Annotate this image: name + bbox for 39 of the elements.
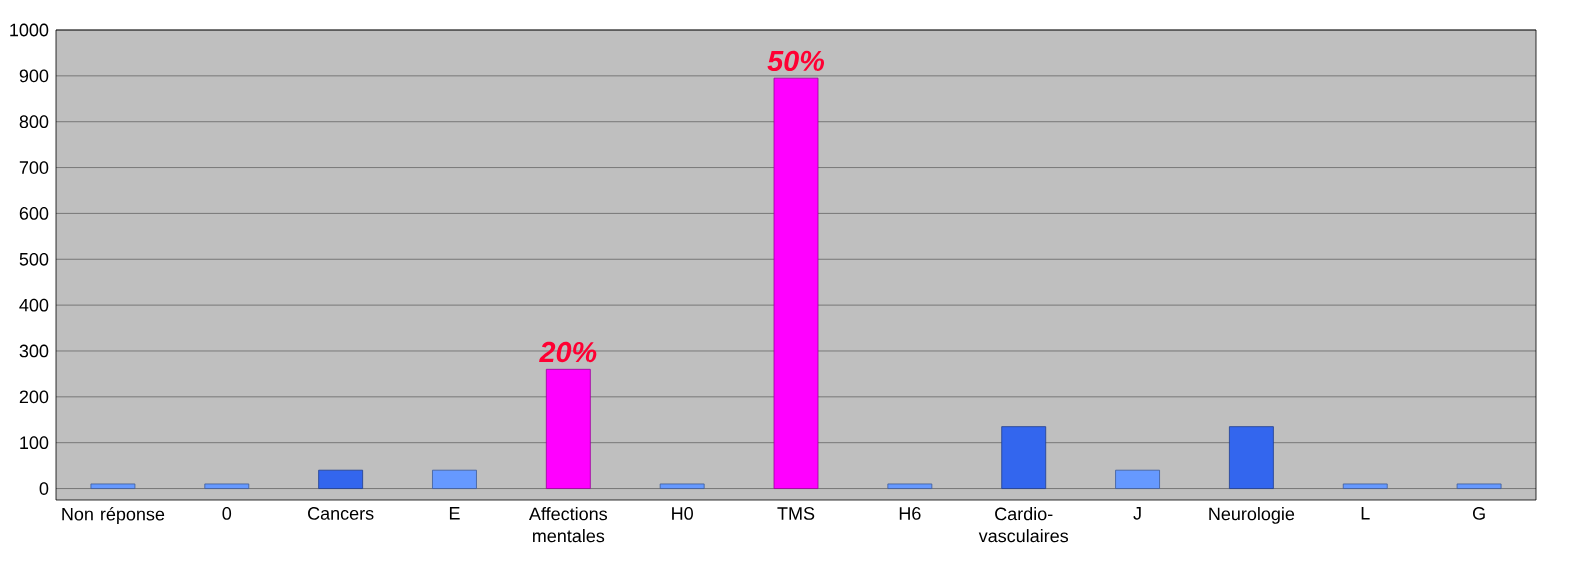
bar [1456, 483, 1502, 489]
bar [887, 483, 933, 489]
y-tick-label: 0 [39, 482, 49, 495]
bar [90, 483, 136, 489]
x-tick-label: 0 [222, 507, 232, 520]
x-tick-label: H0 [672, 507, 693, 520]
y-tick-label: 800 [19, 115, 49, 129]
y-tick-label: 400 [19, 298, 49, 312]
bar [318, 469, 364, 489]
bar [1115, 469, 1160, 489]
x-tick-label: J [1133, 507, 1141, 520]
x-tick-label: L [1361, 507, 1370, 520]
y-tick-label: 900 [19, 69, 49, 83]
y-tick-label: 1000 [10, 23, 49, 37]
annotation: 20% [539, 341, 597, 363]
y-tick-label: 500 [19, 252, 49, 266]
bar [545, 368, 591, 489]
x-tick-label: E [449, 507, 460, 520]
bar [1001, 426, 1047, 489]
x-tick-label: Cardio-vasculaires [978, 507, 1069, 543]
bar [773, 77, 819, 489]
y-tick-label: 600 [19, 207, 49, 220]
bar [204, 483, 250, 489]
y-tick-label: 100 [20, 436, 49, 450]
bar [1229, 426, 1274, 489]
annotation: 50% [767, 50, 825, 72]
x-tick-label: Neurologie [1209, 507, 1295, 524]
x-tick-label: Affections mentales [528, 507, 608, 543]
y-tick-label: 200 [19, 390, 49, 404]
bar [1342, 483, 1388, 489]
x-tick-label: Non réponse [62, 507, 165, 525]
x-tick-label: TMS [777, 507, 815, 520]
x-tick-label: H6 [899, 507, 921, 520]
x-tick-label: Cancers [308, 507, 374, 520]
bar [432, 469, 477, 489]
y-tick-label: 300 [19, 344, 49, 358]
x-tick-label: G [1473, 507, 1485, 520]
y-tick-label: 700 [19, 161, 49, 174]
bar [659, 483, 705, 489]
